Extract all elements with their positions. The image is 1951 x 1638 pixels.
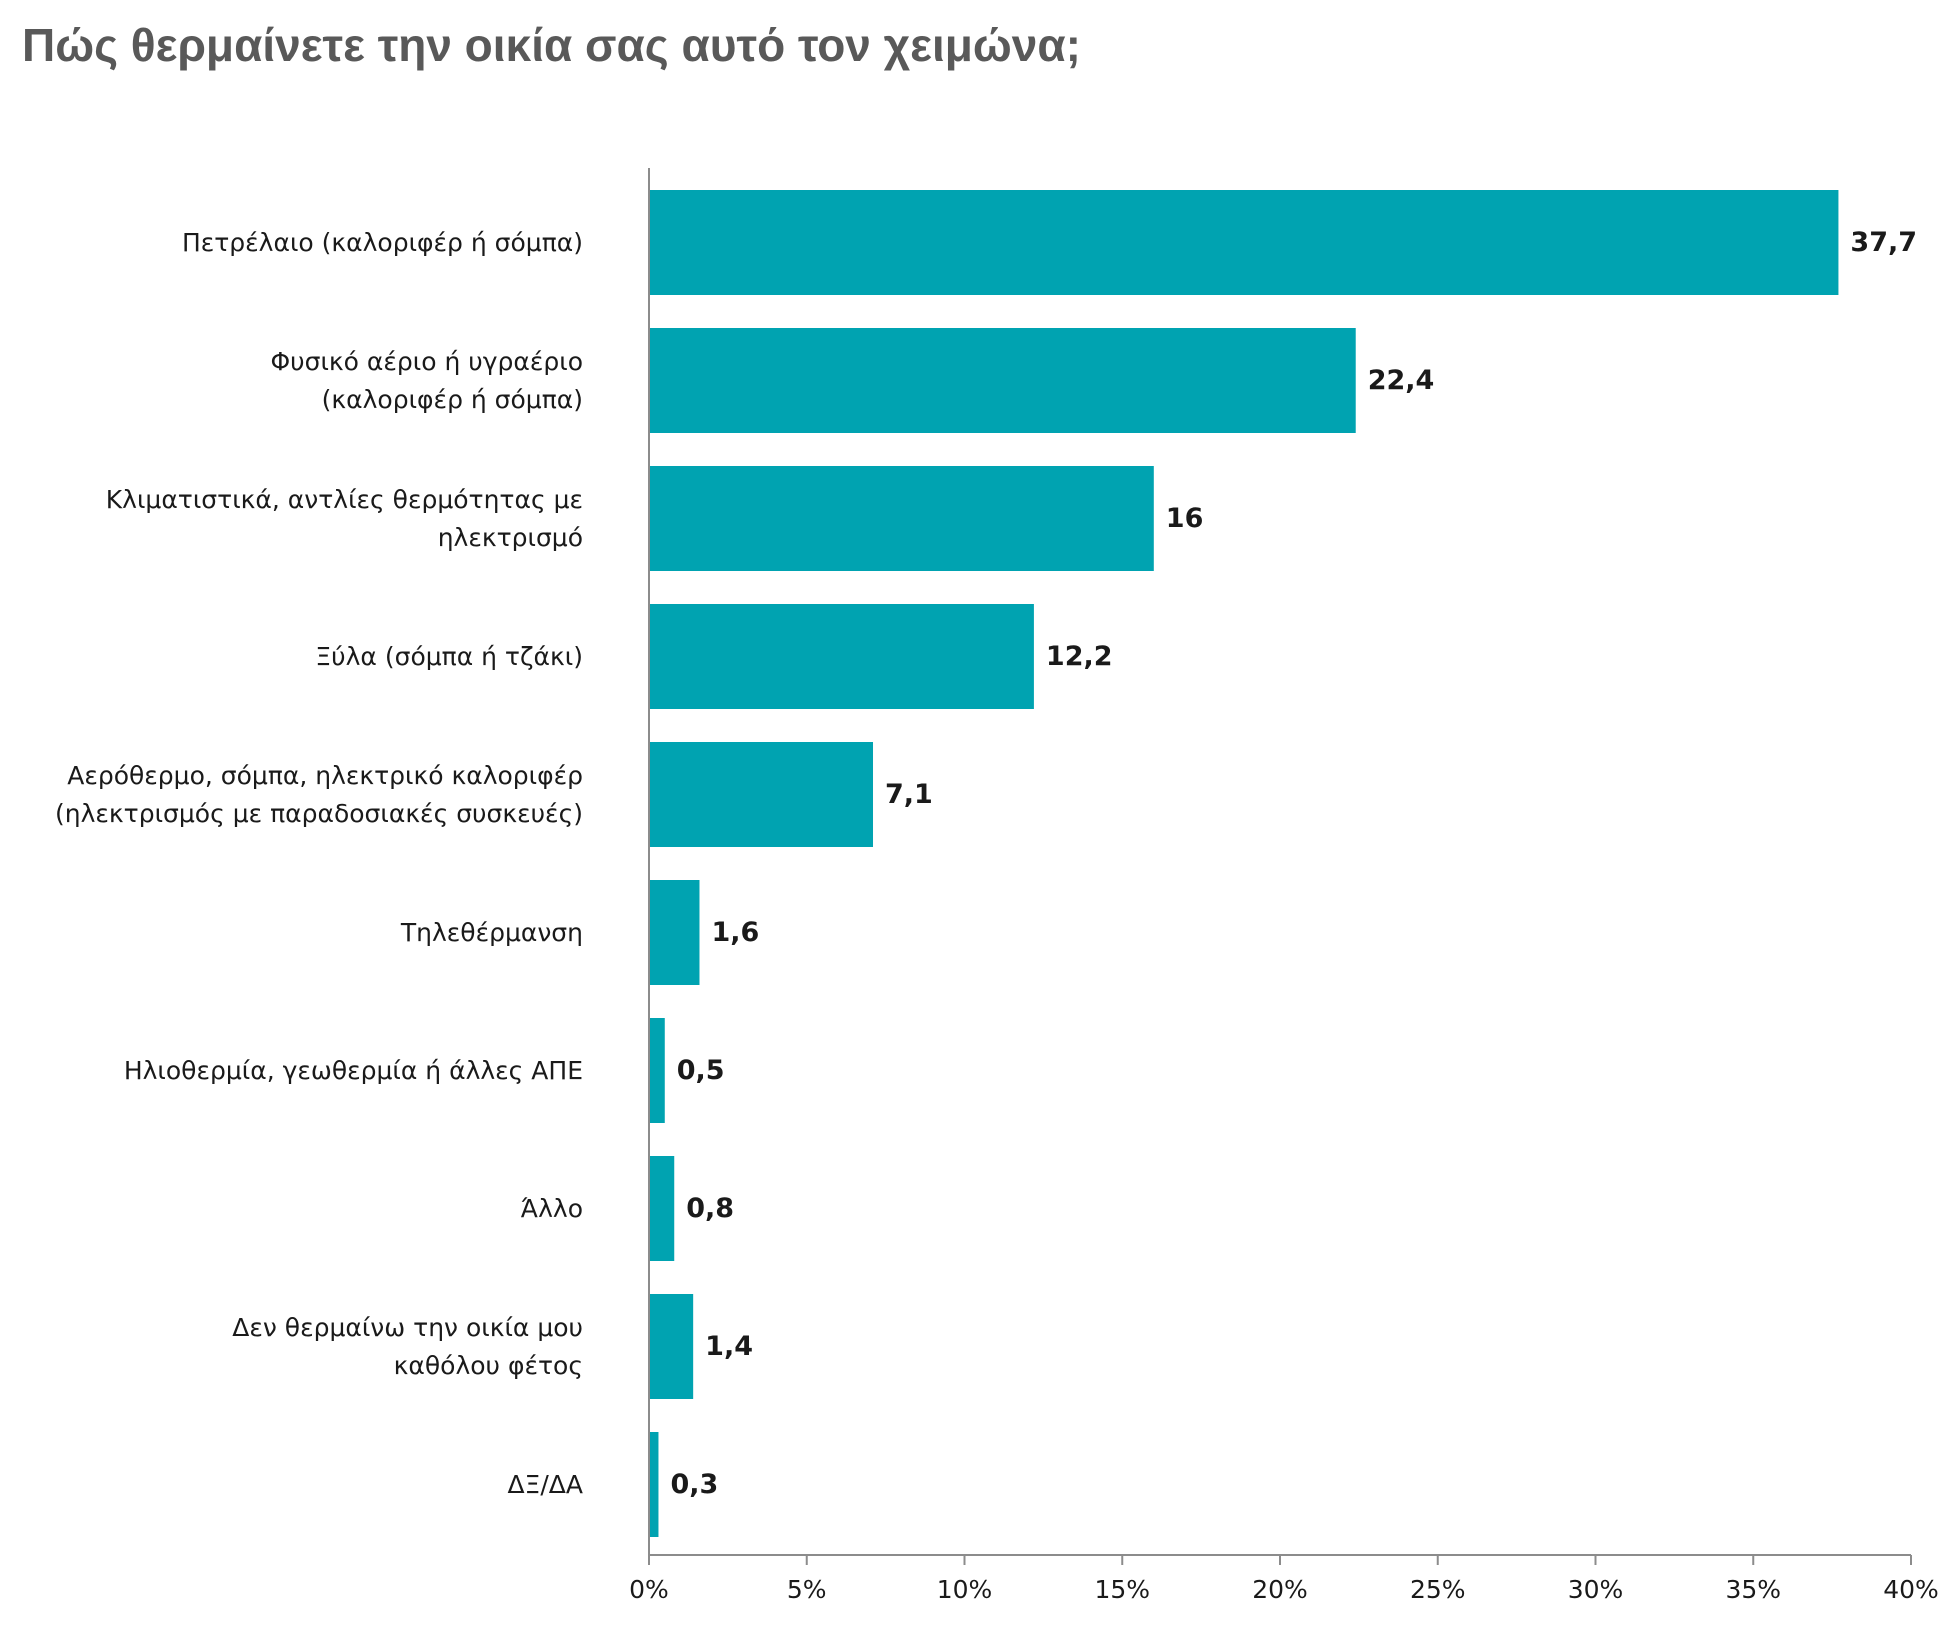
data-label: 37,7	[1850, 227, 1917, 258]
data-label: 0,5	[677, 1055, 725, 1086]
data-label: 0,3	[670, 1469, 718, 1500]
data-label: 0,8	[686, 1193, 734, 1224]
x-tick-label: 0%	[629, 1575, 669, 1604]
category-label: Φυσικό αέριο ή υγραέριο	[270, 347, 583, 376]
category-label: Αερόθερμο, σόμπα, ηλεκτρικό καλοριφέρ	[67, 761, 583, 790]
category-label: Ηλιοθερμία, γεωθερμία ή άλλες ΑΠΕ	[124, 1056, 583, 1085]
x-tick-label: 40%	[1883, 1575, 1939, 1604]
bar	[650, 1294, 694, 1399]
x-tick-label: 25%	[1410, 1575, 1466, 1604]
category-label: Κλιματιστικά, αντλίες θερμότητας με	[106, 485, 583, 514]
data-label: 1,4	[705, 1331, 753, 1362]
category-label: Ξύλα (σόμπα ή τζάκι)	[315, 642, 583, 671]
category-label: Άλλο	[521, 1194, 583, 1223]
bar	[650, 328, 1356, 433]
bar	[650, 1018, 665, 1123]
bar	[650, 466, 1154, 571]
x-tick-label: 35%	[1725, 1575, 1781, 1604]
bar	[650, 880, 700, 985]
category-label: Πετρέλαιο (καλοριφέρ ή σόμπα)	[182, 228, 583, 257]
x-tick-label: 15%	[1094, 1575, 1150, 1604]
bar	[650, 604, 1034, 709]
x-tick-label: 10%	[937, 1575, 993, 1604]
category-label: καθόλου φέτος	[394, 1351, 583, 1380]
category-label: Δεν θερμαίνω την οικία μου	[232, 1313, 583, 1342]
category-label: Τηλεθέρμανση	[400, 918, 583, 947]
data-label: 12,2	[1046, 641, 1113, 672]
bar	[650, 1156, 675, 1261]
bar	[650, 190, 1839, 295]
x-tick-label: 20%	[1252, 1575, 1308, 1604]
data-label: 16	[1166, 503, 1204, 534]
x-tick-label: 30%	[1568, 1575, 1624, 1604]
data-label: 7,1	[885, 779, 933, 810]
chart-title: Πώς θερμαίνετε την οικία σας αυτό τον χε…	[22, 19, 1081, 71]
x-tick-label: 5%	[787, 1575, 827, 1604]
category-label: ΔΞ/ΔΑ	[507, 1470, 583, 1499]
category-label: ηλεκτρισμό	[438, 523, 583, 552]
category-label: (καλοριφέρ ή σόμπα)	[322, 385, 583, 414]
data-label: 22,4	[1368, 365, 1435, 396]
bar	[650, 742, 874, 847]
data-label: 1,6	[711, 917, 759, 948]
bar	[650, 1432, 659, 1537]
category-label: (ηλεκτρισμός με παραδοσιακές συσκευές)	[55, 799, 583, 828]
